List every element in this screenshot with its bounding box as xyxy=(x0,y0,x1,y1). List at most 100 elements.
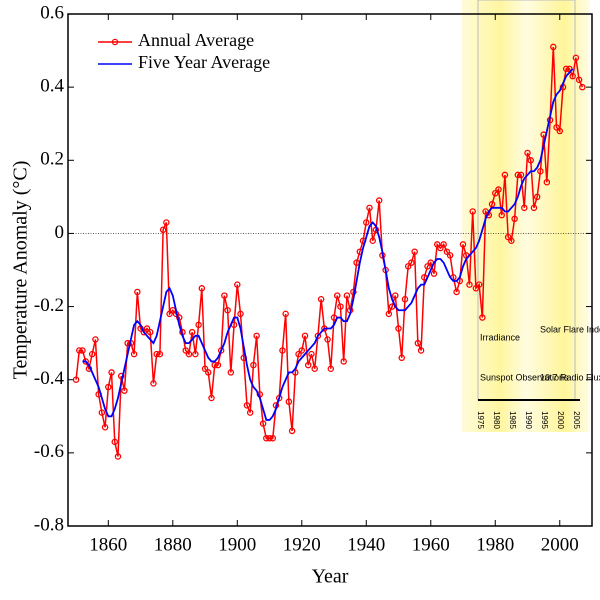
data-point xyxy=(314,332,322,340)
data-point xyxy=(117,372,125,380)
data-point xyxy=(217,347,225,354)
data-point xyxy=(395,325,402,332)
data-point xyxy=(259,420,267,427)
data-point xyxy=(430,270,438,277)
data-point xyxy=(337,303,344,310)
data-point xyxy=(72,376,80,383)
inset-image xyxy=(462,0,590,432)
data-point xyxy=(414,339,422,347)
data-point xyxy=(398,354,405,362)
inset-year: 1980 xyxy=(492,411,501,429)
data-point xyxy=(121,387,128,394)
data-point xyxy=(114,453,122,460)
data-point xyxy=(153,350,160,358)
data-point xyxy=(201,365,209,372)
data-point xyxy=(288,427,296,435)
data-point xyxy=(279,347,286,354)
data-point xyxy=(253,332,260,340)
data-point xyxy=(562,65,570,73)
data-point xyxy=(166,310,173,318)
y-tick-label: 0 xyxy=(55,222,65,243)
data-point xyxy=(295,350,302,358)
y-tick-label: -0.6 xyxy=(34,441,64,462)
data-point xyxy=(363,219,370,226)
series-line xyxy=(75,46,584,457)
data-point xyxy=(508,237,515,244)
data-point xyxy=(298,347,306,354)
inset-year: 1975 xyxy=(476,411,485,429)
data-point xyxy=(234,281,241,288)
data-point xyxy=(459,241,467,248)
data-point xyxy=(533,193,541,201)
data-point xyxy=(146,328,154,336)
data-point xyxy=(105,383,112,391)
data-point xyxy=(366,204,373,212)
inset-label: Solar Flare Index xyxy=(540,324,600,334)
data-point xyxy=(392,292,399,299)
y-tick-label: 0.2 xyxy=(40,149,64,170)
inset-label: Irradiance xyxy=(480,332,520,342)
data-point xyxy=(492,189,499,197)
data-point xyxy=(475,281,483,288)
data-point xyxy=(404,263,412,270)
y-tick-label: 0.6 xyxy=(40,2,64,23)
data-point xyxy=(224,306,231,314)
data-point xyxy=(527,157,534,164)
data-point xyxy=(243,402,251,409)
data-point xyxy=(208,394,215,402)
data-point xyxy=(411,248,418,255)
data-point xyxy=(343,292,351,299)
data-point xyxy=(304,361,312,369)
y-tick-label: -0.8 xyxy=(34,514,64,535)
data-point xyxy=(269,434,277,442)
inset-label: Sunspot Observations xyxy=(480,372,569,382)
legend-label: Five Year Average xyxy=(138,52,270,72)
data-point xyxy=(543,178,551,186)
data-point xyxy=(440,241,447,248)
data-point xyxy=(340,358,347,365)
data-point xyxy=(575,76,583,84)
x-axis-label: Year xyxy=(312,566,349,588)
data-point xyxy=(537,168,544,175)
data-point xyxy=(211,361,218,369)
data-point xyxy=(334,292,341,299)
data-point xyxy=(130,350,138,358)
data-point xyxy=(266,434,273,442)
data-point xyxy=(524,149,531,157)
inset-label: 10.7 Radio Flux xyxy=(540,372,600,382)
data-point xyxy=(308,350,315,358)
data-point xyxy=(143,325,151,332)
data-point xyxy=(472,285,480,292)
data-point xyxy=(237,310,244,318)
data-point xyxy=(401,296,409,303)
data-point xyxy=(417,347,425,354)
data-point xyxy=(511,215,518,223)
x-tick-label: 1960 xyxy=(412,534,450,555)
data-point xyxy=(550,43,557,51)
data-point xyxy=(205,369,212,376)
data-point xyxy=(375,197,383,204)
plot-frame xyxy=(67,13,593,527)
legend-label: Annual Average xyxy=(138,30,254,50)
data-point xyxy=(221,292,228,299)
data-point xyxy=(437,244,444,252)
data-point xyxy=(572,54,580,62)
data-point xyxy=(263,434,270,442)
data-point xyxy=(285,398,293,405)
data-point xyxy=(175,314,183,321)
data-point xyxy=(495,186,502,193)
data-point xyxy=(517,171,525,179)
data-point xyxy=(408,259,415,266)
y-axis-label: Temperature Anomaly (°C) xyxy=(10,161,32,380)
inset-background xyxy=(462,0,590,432)
data-point xyxy=(282,310,289,318)
data-point xyxy=(443,248,451,255)
data-point xyxy=(163,219,170,226)
data-point xyxy=(569,72,576,80)
data-point xyxy=(301,332,309,340)
data-point xyxy=(311,365,318,372)
data-point xyxy=(479,314,486,321)
data-point xyxy=(76,347,83,354)
data-point xyxy=(521,204,528,212)
